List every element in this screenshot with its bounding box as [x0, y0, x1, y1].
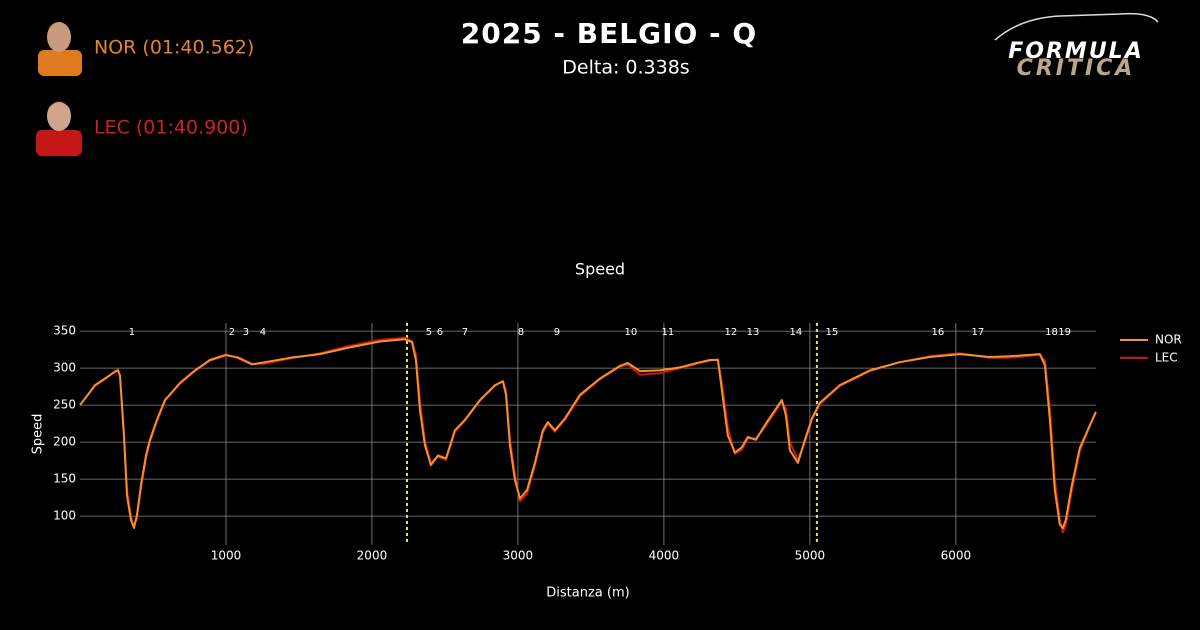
y-axis-label: Speed: [31, 414, 46, 455]
corner-label: 14: [790, 327, 803, 338]
avatar-lec: [36, 101, 82, 156]
corner-label: 8: [518, 327, 524, 338]
corner-label: 4: [260, 327, 266, 338]
y-tick-label: 200: [53, 435, 76, 449]
corner-label: 2: [229, 327, 235, 338]
corner-label: 6: [437, 327, 443, 338]
page-title: 2025 - BELGIO - Q: [461, 17, 757, 50]
chart-title: Speed: [575, 260, 625, 279]
corner-label: 13: [747, 327, 760, 338]
logo-top: FORMULA: [1008, 39, 1143, 64]
corner-label: 9: [554, 327, 560, 338]
corner-label: 15: [826, 327, 839, 338]
driver-label: NOR (01:40.562): [94, 37, 254, 59]
driver-label: LEC (01:40.900): [94, 117, 248, 139]
corner-label: 5: [426, 327, 432, 338]
legend-label: NOR: [1155, 333, 1182, 347]
corner-label: 12: [725, 327, 738, 338]
corner-label: 18: [1045, 327, 1058, 338]
x-tick-label: 3000: [503, 549, 534, 563]
x-tick-label: 5000: [795, 549, 826, 563]
x-tick-label: 4000: [649, 549, 680, 563]
legend-label: LEC: [1155, 351, 1178, 365]
y-tick-label: 150: [53, 472, 76, 486]
subtitle: Delta: 0.338s: [562, 57, 689, 79]
avatar-nor: [38, 22, 82, 76]
corner-label: 17: [972, 327, 985, 338]
corner-label: 7: [462, 327, 468, 338]
logo-bottom: CRITICA: [1017, 56, 1136, 81]
corner-label: 10: [625, 327, 638, 338]
corner-label: 19: [1058, 327, 1071, 338]
y-tick-label: 300: [53, 361, 76, 375]
corner-label: 16: [932, 327, 945, 338]
corner-label: 3: [243, 327, 249, 338]
y-tick-label: 350: [53, 324, 76, 338]
logo-car: [994, 12, 1159, 41]
x-tick-label: 6000: [941, 549, 972, 563]
corner-label: 11: [661, 327, 674, 338]
x-axis-label: Distanza (m): [546, 586, 629, 601]
y-tick-label: 250: [53, 398, 76, 412]
corner-label: 1: [129, 327, 135, 338]
speed-line: [79, 338, 1097, 529]
x-tick-label: 2000: [357, 549, 388, 563]
x-tick-label: 1000: [211, 549, 242, 563]
y-tick-label: 100: [53, 509, 76, 523]
